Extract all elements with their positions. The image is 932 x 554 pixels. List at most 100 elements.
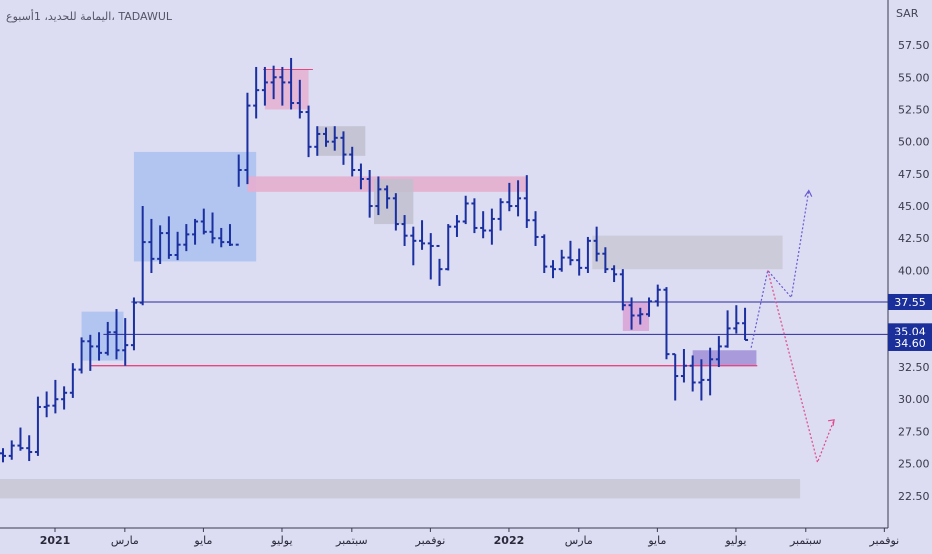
ohlc-bar: [654, 284, 661, 307]
ohlc-bar: [689, 355, 696, 392]
ohlc-bar: [253, 66, 260, 119]
ohlc-bar: [436, 244, 443, 286]
ohlc-bar: [226, 224, 233, 246]
arrow-head-up: [804, 189, 813, 197]
ohlc-bar: [619, 269, 626, 311]
x-tick-label: يوليو: [270, 534, 292, 547]
y-tick-label: 25.00: [898, 458, 930, 471]
zone-pink-small: [622, 302, 650, 331]
ohlc-bar: [646, 297, 653, 317]
ohlc-bar: [602, 247, 609, 274]
ohlc-bar: [26, 435, 33, 462]
currency-label: SAR: [896, 7, 919, 20]
ohlc-bar: [340, 131, 347, 165]
ohlc-bar: [192, 218, 199, 245]
zone-gray-2: [374, 179, 414, 225]
ohlc-bar: [139, 206, 146, 306]
ohlc-bar: [611, 265, 618, 283]
ohlc-bar: [584, 236, 591, 274]
ohlc-bar: [410, 226, 417, 266]
x-tick-label: سبتمبر: [335, 534, 368, 547]
ohlc-bar: [488, 208, 495, 245]
ohlc-bar: [174, 231, 181, 261]
ohlc-bar: [523, 175, 530, 228]
ohlc-bar: [244, 92, 251, 185]
ohlc-bar: [471, 198, 478, 234]
x-tick-label: نوفمبر: [415, 534, 446, 547]
ohlc-bar: [401, 215, 408, 246]
price-label: 37.55: [894, 296, 926, 309]
ohlc-bar: [148, 218, 155, 274]
ohlc-bar: [366, 169, 373, 218]
ohlc-bar: [17, 427, 24, 451]
y-tick-label: 45.00: [898, 200, 930, 213]
ohlc-bar: [715, 336, 722, 368]
ohlc-bar: [235, 154, 242, 246]
arrow-head-down: [827, 419, 835, 426]
ohlc-bar: [515, 180, 522, 217]
ohlc-bar: [427, 233, 434, 280]
ohlc-bar: [541, 234, 548, 274]
ohlc-bar: [672, 353, 679, 401]
ohlc-bar: [357, 163, 364, 190]
ohlc-bar: [87, 334, 94, 371]
y-tick-label: 27.50: [898, 425, 930, 438]
ohlc-bar: [279, 66, 286, 106]
ohlc-bar: [742, 307, 749, 341]
projection-up: [750, 190, 810, 348]
y-tick-label: 42.50: [898, 232, 930, 245]
chart-title: اليمامة للحديد، 1أسبوع، TADAWUL: [6, 9, 173, 23]
ohlc-bar: [663, 287, 670, 360]
ohlc-bar: [122, 318, 129, 366]
y-tick-label: 30.00: [898, 393, 930, 406]
projection-down: [767, 270, 835, 465]
ohlc-bar: [549, 260, 556, 279]
ohlc-bar: [78, 337, 85, 374]
ohlc-bar: [69, 363, 76, 398]
ohlc-bar: [314, 126, 321, 156]
ohlc-bar: [453, 215, 460, 237]
zone-gray-1: [317, 126, 366, 156]
ohlc-bar: [497, 198, 504, 231]
ohlc-bar: [445, 224, 452, 271]
ohlc-bar: [331, 126, 338, 151]
ohlc-bar: [707, 347, 714, 396]
ohlc-bar: [52, 379, 59, 414]
price-label-bg: [888, 334, 932, 351]
ohlc-bar: [113, 309, 120, 360]
ohlc-bar: [0, 448, 6, 463]
ohlc-bar: [532, 211, 539, 246]
y-tick-label: 52.50: [898, 103, 930, 116]
ohlc-bar: [375, 176, 382, 216]
x-tick-label: 2021: [40, 534, 71, 547]
ohlc-bar: [218, 227, 225, 248]
y-tick-label: 47.50: [898, 168, 930, 181]
ohlc-bar: [733, 305, 740, 334]
ohlc-bar: [558, 249, 565, 272]
ohlc-bar: [104, 321, 111, 356]
y-tick-label: 55.00: [898, 71, 930, 84]
ohlc-bar: [165, 216, 172, 259]
y-tick-label: 32.50: [898, 361, 930, 374]
ohlc-bar: [96, 332, 103, 361]
ohlc-bar: [8, 440, 15, 460]
ohlc-bar: [506, 182, 513, 212]
ohlc-bar: [384, 185, 391, 209]
ohlc-bar: [567, 240, 574, 266]
ohlc-bar: [419, 220, 426, 250]
ohlc-bar: [288, 57, 295, 110]
ohlc-bar: [593, 226, 600, 262]
ohlc-bar: [157, 225, 164, 264]
y-tick-label: 57.50: [898, 39, 930, 52]
ohlc-bar: [296, 79, 303, 119]
ohlc-bar: [305, 105, 312, 158]
zone-gray-3: [592, 235, 783, 270]
x-tick-label: سبتمبر: [789, 534, 822, 547]
ohlc-bar: [43, 391, 50, 418]
y-tick-label: 50.00: [898, 136, 930, 149]
ohlc-bar: [130, 297, 137, 351]
ohlc-bar: [261, 66, 268, 106]
ohlc-bar: [462, 195, 469, 225]
